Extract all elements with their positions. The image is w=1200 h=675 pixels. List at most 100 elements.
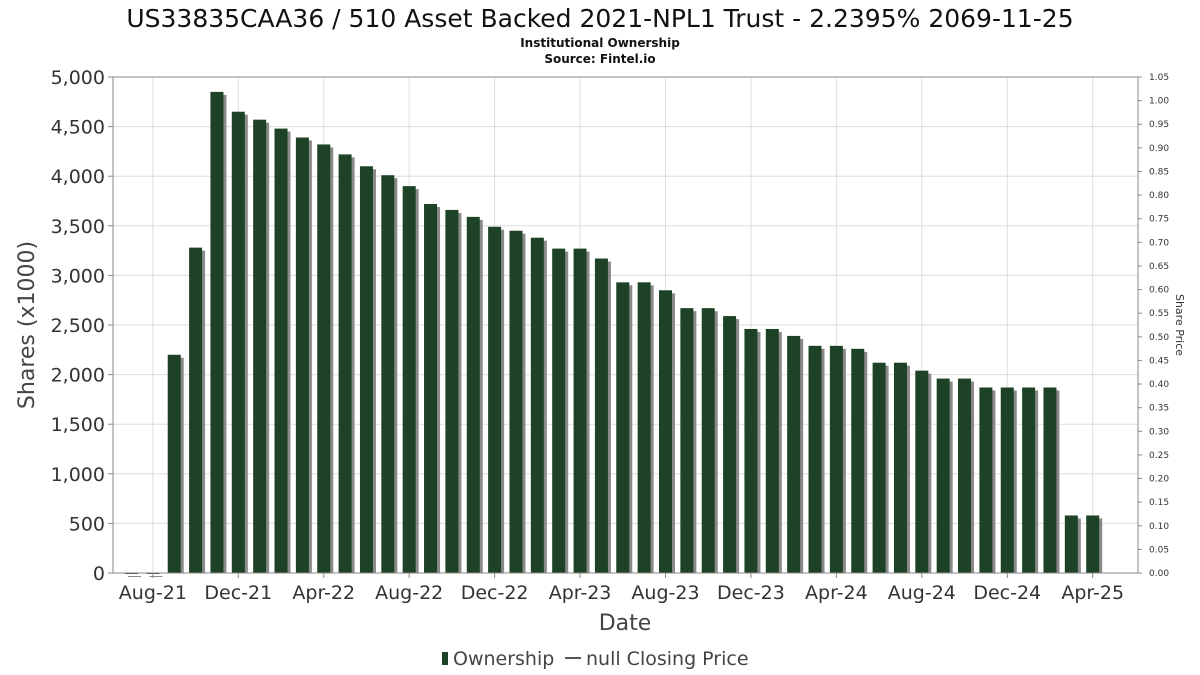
ownership-bar: [167, 354, 181, 573]
y-tick-label: 500: [69, 513, 105, 535]
ownership-bar: [231, 111, 245, 573]
x-tick-label: Dec-24: [973, 582, 1041, 604]
x-tick-label: Dec-21: [204, 582, 272, 604]
ownership-bar: [381, 175, 395, 573]
y-tick-label: 4,000: [51, 166, 105, 188]
ownership-bar: [680, 308, 694, 573]
ownership-bar: [424, 203, 438, 573]
y-tick-label: 3,000: [51, 265, 105, 287]
y-tick-label: 2,500: [51, 315, 105, 337]
y2-tick-label: 0.65: [1149, 262, 1169, 272]
y2-tick-label: 0.30: [1149, 427, 1169, 437]
x-tick-label: Apr-25: [1061, 582, 1124, 604]
y2-tick-label: 0.85: [1149, 167, 1169, 177]
ownership-bar: [637, 282, 651, 573]
x-tick-label: Apr-23: [549, 582, 612, 604]
ownership-bar: [1022, 387, 1036, 573]
ownership-bar: [958, 378, 972, 573]
bars: [125, 91, 1103, 577]
y-tick-label: 1,500: [51, 414, 105, 436]
ownership-bar: [274, 128, 288, 574]
y2-tick-label: 0.80: [1149, 191, 1169, 201]
y2-axis-ticks: 0.00 0.05 0.10 0.15 0.20 0.25 0.30 0.35 0.40 0.45…: [1138, 73, 1169, 579]
y2-tick-label: 0.55: [1149, 309, 1169, 319]
chart-subtitle: Institutional Ownership: [520, 36, 680, 50]
y2-tick-label: 0.50: [1149, 333, 1169, 343]
ownership-bar: [936, 378, 950, 573]
y2-tick-label: 0.90: [1149, 144, 1169, 154]
ownership-bar: [466, 216, 480, 573]
y2-tick-label: 0.75: [1149, 215, 1169, 225]
x-tick-label: Dec-23: [717, 582, 785, 604]
legend-ownership-label: Ownership: [453, 648, 554, 670]
ownership-bar: [979, 387, 993, 573]
y2-tick-label: 0.10: [1149, 522, 1169, 532]
ownership-bar: [573, 248, 587, 573]
y2-tick-label: 0.95: [1149, 120, 1169, 130]
y2-axis-title: Share Price: [1173, 294, 1186, 356]
y2-tick-label: 0.60: [1149, 286, 1169, 296]
ownership-bar: [808, 345, 822, 573]
y2-tick-label: 0.20: [1149, 475, 1169, 485]
ownership-bar: [317, 144, 331, 573]
bar-shadow: [128, 576, 141, 577]
legend-ownership-swatch: [442, 652, 448, 665]
ownership-bar: [338, 154, 352, 573]
x-tick-label: Dec-22: [461, 582, 529, 604]
y-tick-label: 4,500: [51, 117, 105, 139]
ownership-bar: [915, 370, 929, 573]
y2-tick-label: 0.70: [1149, 238, 1169, 248]
ownership-bar: [402, 186, 416, 573]
ownership-bar: [1043, 387, 1057, 573]
ownership-bar: [189, 247, 203, 573]
ownership-bar: [295, 137, 309, 573]
ownership-bar: [488, 226, 502, 574]
ownership-bar: [1086, 515, 1100, 573]
x-tick-label: Apr-22: [292, 582, 355, 604]
ownership-bar: [530, 237, 544, 574]
y2-tick-label: 0.35: [1149, 404, 1169, 414]
y2-tick-label: 0.25: [1149, 451, 1169, 461]
y-axis-ticks: 0 500 1,000 1,500 2,000 2,500 3,000 3,500 4,000 4…: [51, 67, 113, 585]
ownership-bar: [210, 91, 224, 573]
y-axis-title: Shares (x1000): [15, 241, 40, 409]
x-tick-label: Aug-22: [375, 582, 443, 604]
ownership-bar: [1000, 387, 1014, 573]
x-axis-title: Date: [599, 611, 652, 636]
ownership-bar: [701, 308, 715, 573]
ownership-bar: [765, 328, 779, 573]
ownership-bar: [616, 282, 630, 573]
ownership-bar: [659, 290, 672, 573]
ownership-bar: [509, 230, 523, 573]
chart-source: Source: Fintel.io: [544, 52, 655, 66]
chart-title: US33835CAA36 / 510 Asset Backed 2021-NPL…: [126, 4, 1073, 33]
y2-tick-label: 1.00: [1149, 97, 1169, 107]
ownership-bar: [359, 166, 373, 573]
ownership-bar: [851, 348, 865, 573]
ownership-bar: [787, 335, 801, 573]
ownership-bar: [723, 316, 737, 573]
y2-tick-label: 0.45: [1149, 356, 1169, 366]
ownership-bar: [829, 345, 843, 573]
y-tick-label: 2,000: [51, 365, 105, 387]
x-tick-label: Aug-21: [119, 582, 187, 604]
ownership-bar: [445, 209, 459, 574]
legend: Ownership null Closing Price: [442, 648, 749, 670]
y-tick-label: 1,000: [51, 464, 105, 486]
x-tick-label: Aug-24: [888, 582, 956, 604]
bar-shadow: [149, 576, 163, 577]
ownership-bar: [893, 362, 907, 573]
y-tick-label: 3,500: [51, 216, 105, 238]
ownership-bar: [1064, 515, 1078, 573]
x-axis-ticks: Aug-21 Dec-21 Apr-22 Aug-22 Dec-22 Apr-23 Aug-…: [119, 573, 1124, 604]
y2-tick-label: 0.15: [1149, 498, 1169, 508]
ownership-bar: [872, 362, 886, 573]
legend-price-label: null Closing Price: [586, 648, 749, 670]
y-tick-label: 5,000: [51, 67, 105, 89]
ownership-bar: [552, 248, 566, 573]
ownership-bar: [253, 119, 267, 573]
x-tick-label: Aug-23: [631, 582, 699, 604]
ownership-bar: [594, 258, 608, 573]
y2-tick-label: 0.00: [1149, 569, 1169, 579]
